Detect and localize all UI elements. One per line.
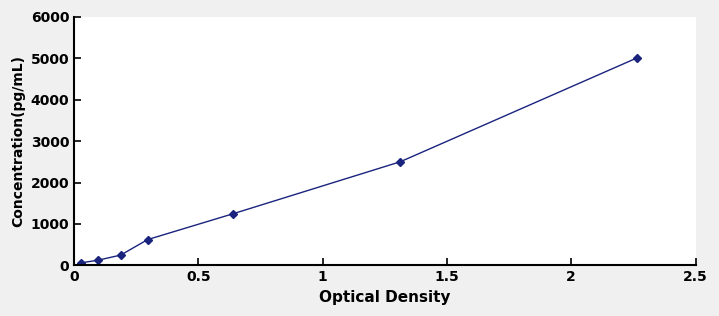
Y-axis label: Concentration(pg/mL): Concentration(pg/mL) [11,55,25,227]
X-axis label: Optical Density: Optical Density [319,290,451,305]
